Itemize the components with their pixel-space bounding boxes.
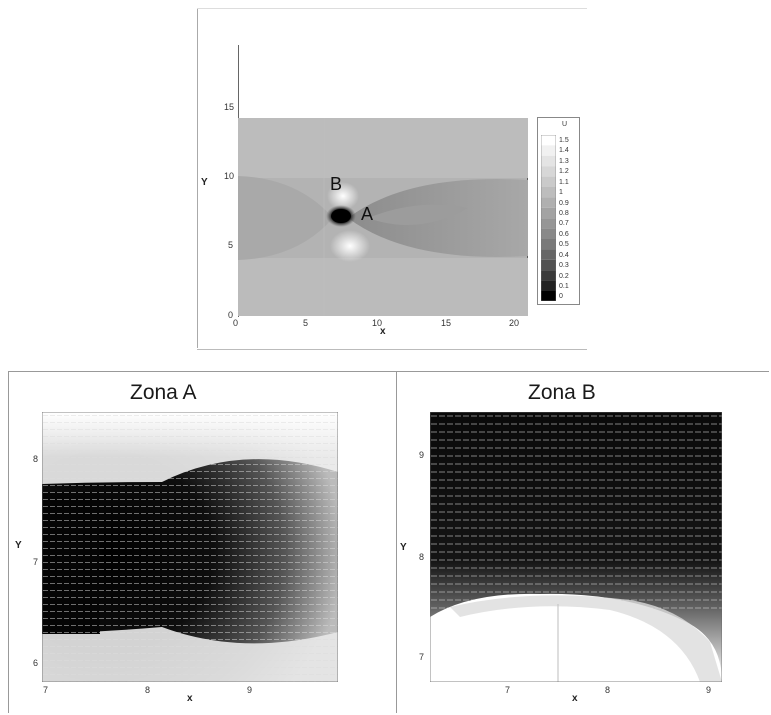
- frame-divider-line: [396, 371, 397, 713]
- zona-a-x-tick-9: 9: [247, 685, 253, 695]
- zona-b-y-axis-label: Y: [400, 542, 407, 553]
- bright-region-bottom: [330, 230, 370, 262]
- top-figure-frame-top: [197, 8, 587, 9]
- legend-level: 1.5: [559, 137, 569, 144]
- zona-b-y-tick-7: 7: [419, 652, 425, 662]
- zona-a-y-axis-label: Y: [15, 540, 22, 551]
- point-a-label: A: [361, 204, 374, 224]
- top-y-tick-0: 0: [228, 310, 234, 320]
- zona-b-y-tick-8: 8: [419, 552, 425, 562]
- legend-level: 0.3: [559, 262, 569, 269]
- legend-level: 1.4: [559, 147, 569, 154]
- zona-a-x-tick-8: 8: [145, 685, 151, 695]
- legend-level: 1.1: [559, 179, 569, 186]
- frame-left-line: [8, 371, 9, 713]
- top-y-tick-5: 5: [228, 240, 234, 250]
- legend-level: 0.5: [559, 241, 569, 248]
- top-y-tick-15: 15: [224, 102, 235, 112]
- top-x-tick-5: 5: [303, 318, 309, 328]
- legend-title: U: [562, 121, 568, 128]
- top-x-tick-0: 0: [233, 318, 239, 328]
- legend-level: 0.9: [559, 200, 569, 207]
- top-y-tick-10: 10: [224, 171, 235, 181]
- legend-level: 1.2: [559, 168, 569, 175]
- zona-a-x-axis-label: x: [187, 693, 193, 704]
- zona-a-title: Zona A: [130, 381, 197, 404]
- legend-colorbar: [541, 135, 556, 301]
- legend-level: 0.8: [559, 210, 569, 217]
- top-contour-plot: [238, 118, 528, 316]
- zona-b-x-tick-9: 9: [706, 685, 712, 695]
- zona-a-y-tick-7: 7: [33, 557, 39, 567]
- legend-level: 1.3: [559, 158, 569, 165]
- legend-level: 0.1: [559, 283, 569, 290]
- zona-a-vector-plot: [42, 412, 338, 682]
- top-figure-frame-bottom: [197, 349, 587, 350]
- upstream-region: [238, 176, 333, 260]
- top-y-axis-label: Y: [201, 177, 208, 188]
- zona-b-y-tick-9: 9: [419, 450, 425, 460]
- legend-level: 1: [559, 189, 563, 196]
- frame-top-line: [8, 371, 769, 372]
- bottom-panels-frame: [8, 371, 769, 713]
- zona-b-x-axis-label: x: [572, 693, 578, 704]
- legend-level: 0.2: [559, 273, 569, 280]
- top-x-tick-20: 20: [509, 318, 520, 328]
- legend-level: 0.4: [559, 252, 569, 259]
- point-b-label: B: [330, 174, 343, 194]
- zona-a-y-tick-6: 6: [33, 658, 39, 668]
- legend-level: 0.6: [559, 231, 569, 238]
- zona-b-vector-plot: [430, 412, 722, 682]
- top-x-tick-15: 15: [441, 318, 452, 328]
- legend-level: 0: [559, 293, 563, 300]
- top-figure-frame-left: [197, 8, 198, 348]
- top-x-tick-10: 10: [372, 318, 383, 328]
- zona-b-x-tick-8: 8: [605, 685, 611, 695]
- zona-b-x-tick-7: 7: [505, 685, 511, 695]
- legend-level: 0.7: [559, 220, 569, 227]
- top-x-axis-label: x: [380, 326, 386, 337]
- zona-b-title: Zona B: [528, 381, 596, 404]
- zona-a-x-tick-7: 7: [43, 685, 49, 695]
- top-figure: [197, 0, 587, 350]
- zona-a-y-tick-8: 8: [33, 454, 39, 464]
- bright-region-top: [327, 182, 359, 210]
